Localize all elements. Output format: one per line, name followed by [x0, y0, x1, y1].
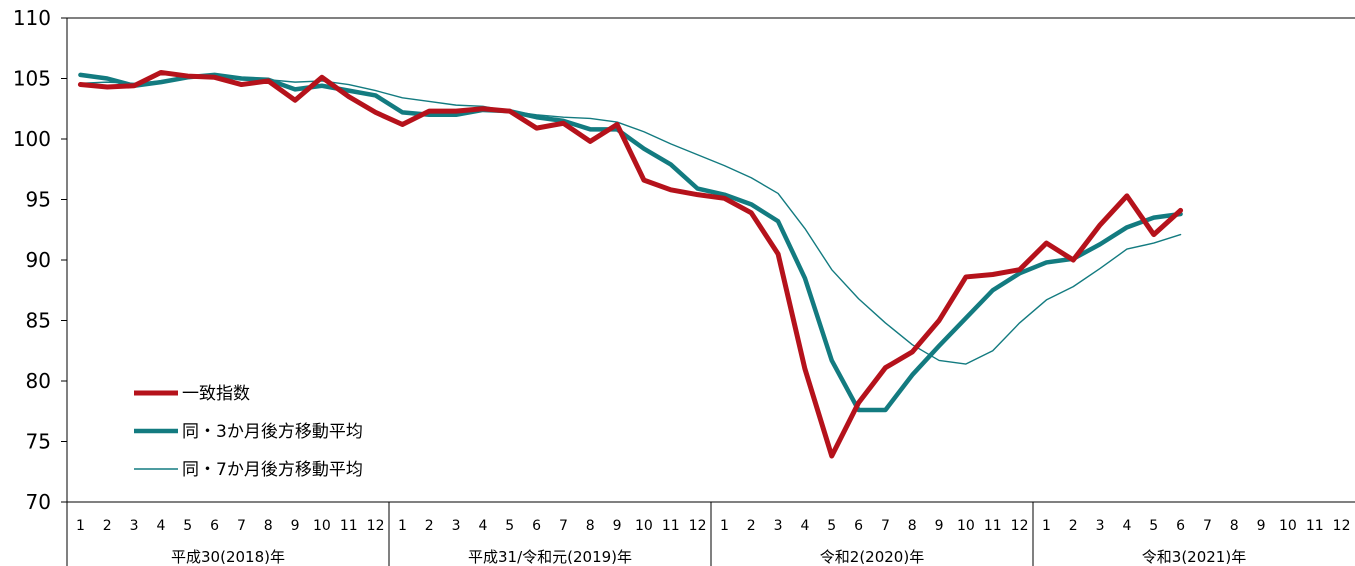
- month-label: 12: [367, 518, 385, 534]
- month-label: 1: [398, 518, 407, 534]
- month-label: 7: [237, 518, 246, 534]
- y-axis: 70 75 80 85 90 95 100 105 110: [13, 6, 67, 514]
- series-line-3: [79, 75, 1182, 365]
- month-label: 10: [957, 518, 975, 534]
- month-label: 12: [1333, 518, 1351, 534]
- month-label: 5: [1149, 518, 1158, 534]
- month-label: 7: [1203, 518, 1212, 534]
- month-label: 2: [103, 518, 112, 534]
- y-tick-label: 75: [26, 430, 51, 454]
- y-tick-label: 90: [26, 248, 51, 272]
- month-label: 8: [1230, 518, 1239, 534]
- month-label: 6: [854, 518, 863, 534]
- month-label: 3: [1096, 518, 1105, 534]
- month-label: 2: [1069, 518, 1078, 534]
- month-label: 3: [130, 518, 139, 534]
- month-label: 9: [1257, 518, 1266, 534]
- month-label: 4: [156, 518, 165, 534]
- month-label: 1: [720, 518, 729, 534]
- month-label: 12: [1011, 518, 1029, 534]
- month-label: 8: [908, 518, 917, 534]
- month-label: 6: [532, 518, 541, 534]
- month-label: 7: [881, 518, 890, 534]
- month-label: 11: [340, 518, 358, 534]
- month-label: 8: [586, 518, 595, 534]
- month-label: 8: [264, 518, 273, 534]
- legend-label: 同・7か月後方移動平均: [182, 460, 363, 480]
- month-label: 1: [76, 518, 85, 534]
- month-label: 10: [313, 518, 331, 534]
- axes: [66, 17, 1355, 566]
- series-line-2: [78, 72, 1183, 413]
- y-tick-label: 95: [26, 188, 51, 212]
- month-label: 11: [1306, 518, 1324, 534]
- y-tick-label: 80: [26, 369, 51, 393]
- year-label: 平成30(2018)年: [171, 548, 285, 566]
- month-label: 11: [662, 518, 680, 534]
- y-tick-label: 100: [13, 127, 51, 151]
- month-label: 3: [774, 518, 783, 534]
- month-label: 6: [210, 518, 219, 534]
- month-label: 10: [1279, 518, 1297, 534]
- year-label: 平成31/令和元(2019)年: [468, 548, 632, 566]
- month-label: 3: [452, 518, 461, 534]
- month-label: 2: [747, 518, 756, 534]
- month-label: 9: [291, 518, 300, 534]
- y-tick-label: 85: [26, 309, 51, 333]
- month-label: 6: [1176, 518, 1185, 534]
- month-label: 1: [1042, 518, 1051, 534]
- month-label: 4: [1122, 518, 1131, 534]
- legend-label: 同・3か月後方移動平均: [182, 422, 363, 442]
- month-label: 9: [613, 518, 622, 534]
- series-layer: [77, 69, 1184, 459]
- month-label: 2: [425, 518, 434, 534]
- year-label: 令和2(2020)年: [820, 548, 924, 566]
- month-label: 4: [800, 518, 809, 534]
- y-tick-label: 110: [13, 6, 51, 30]
- y-tick-label: 70: [26, 490, 51, 514]
- legend-label: 一致指数: [182, 384, 250, 404]
- y-tick-label: 105: [13, 67, 51, 91]
- month-label: 7: [559, 518, 568, 534]
- month-label: 5: [827, 518, 836, 534]
- month-label: 5: [183, 518, 192, 534]
- month-label: 11: [984, 518, 1002, 534]
- series-line-1: [77, 69, 1184, 459]
- month-label: 4: [478, 518, 487, 534]
- month-label: 9: [935, 518, 944, 534]
- month-label: 12: [689, 518, 707, 534]
- year-label: 令和3(2021)年: [1142, 548, 1246, 566]
- month-label: 10: [635, 518, 653, 534]
- month-label: 5: [505, 518, 514, 534]
